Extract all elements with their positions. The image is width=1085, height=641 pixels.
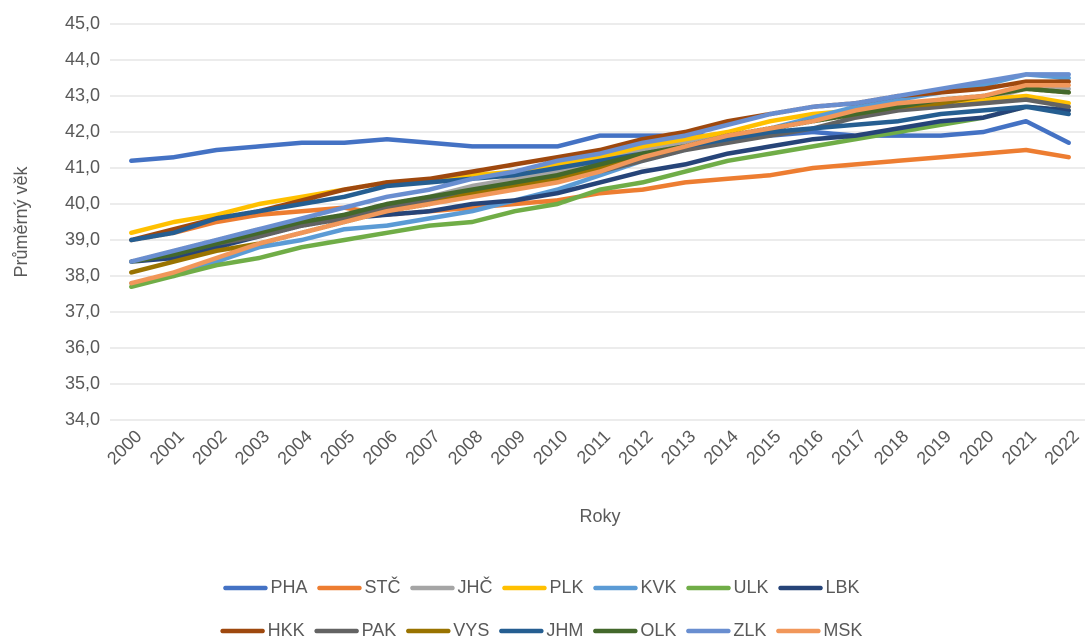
x-tick-label: 2009 — [487, 426, 529, 468]
x-tick-label: 2008 — [444, 426, 486, 468]
series-line — [129, 72, 1071, 264]
legend-label: OLK — [640, 620, 676, 640]
y-tick-label: 44,0 — [65, 49, 100, 69]
x-axis-title: Roky — [579, 506, 620, 526]
y-tick-label: 39,0 — [65, 229, 100, 249]
x-tick-label: 2003 — [231, 426, 273, 468]
legend-label: PHA — [270, 577, 307, 597]
series-line — [129, 72, 1071, 286]
x-tick-label: 2020 — [955, 426, 997, 468]
x-tick-label: 2013 — [657, 426, 699, 468]
x-tick-label: 2010 — [529, 426, 571, 468]
legend-label: PAK — [362, 620, 397, 640]
legend-label: STČ — [364, 576, 400, 597]
x-tick-label: 2016 — [785, 426, 827, 468]
x-tick-label: 2017 — [827, 426, 869, 468]
y-tick-label: 37,0 — [65, 301, 100, 321]
x-tick-label: 2019 — [913, 426, 955, 468]
series-line — [129, 147, 1071, 243]
y-tick-label: 34,0 — [65, 409, 100, 429]
y-tick-label: 43,0 — [65, 85, 100, 105]
legend-label: LBK — [826, 577, 860, 597]
legend-label: JHM — [546, 620, 583, 640]
y-tick-label: 45,0 — [65, 13, 100, 33]
legend-row: HKK PAK VYS JHM OLK ZLK MSK — [220, 620, 862, 640]
series-line — [129, 118, 1071, 164]
x-tick-label: 2022 — [1040, 426, 1082, 468]
series-line — [129, 104, 1071, 243]
legend-row: PHA STČ JHČ PLK KVK ULK LBK — [223, 576, 860, 597]
legend-label: ZLK — [733, 620, 766, 640]
y-tick-label: 41,0 — [65, 157, 100, 177]
legend-label: KVK — [640, 577, 676, 597]
series-line — [129, 104, 1071, 290]
legend-label: MSK — [823, 620, 862, 640]
x-tick-label: 2006 — [359, 426, 401, 468]
x-tick-label: 2012 — [614, 426, 656, 468]
y-tick-label: 42,0 — [65, 121, 100, 141]
x-tick-label: 2001 — [146, 426, 188, 468]
x-tick-label: 2007 — [401, 426, 443, 468]
x-tick-label: 2015 — [742, 426, 784, 468]
y-tick-label: 36,0 — [65, 337, 100, 357]
series-line — [129, 86, 1071, 264]
x-tick-label: 2004 — [273, 426, 315, 468]
x-tick-label: 2000 — [103, 426, 145, 468]
legend-label: JHČ — [457, 576, 492, 597]
x-tick-label: 2018 — [870, 426, 912, 468]
legend-label: VYS — [453, 620, 489, 640]
legend-label: PLK — [549, 577, 583, 597]
x-tick-label: 2011 — [573, 426, 615, 468]
x-tick-label: 2005 — [316, 426, 358, 468]
legend-label: ULK — [734, 577, 769, 597]
x-tick-label: 2014 — [700, 426, 742, 468]
y-axis-title: Průměrný věk — [11, 165, 31, 277]
series-line — [129, 82, 1071, 286]
legend-label: HKK — [268, 620, 305, 640]
y-tick-label: 40,0 — [65, 193, 100, 213]
x-tick-label: 2002 — [188, 426, 230, 468]
y-tick-label: 38,0 — [65, 265, 100, 285]
x-tick-label: 2021 — [998, 426, 1040, 468]
y-tick-label: 35,0 — [65, 373, 100, 393]
